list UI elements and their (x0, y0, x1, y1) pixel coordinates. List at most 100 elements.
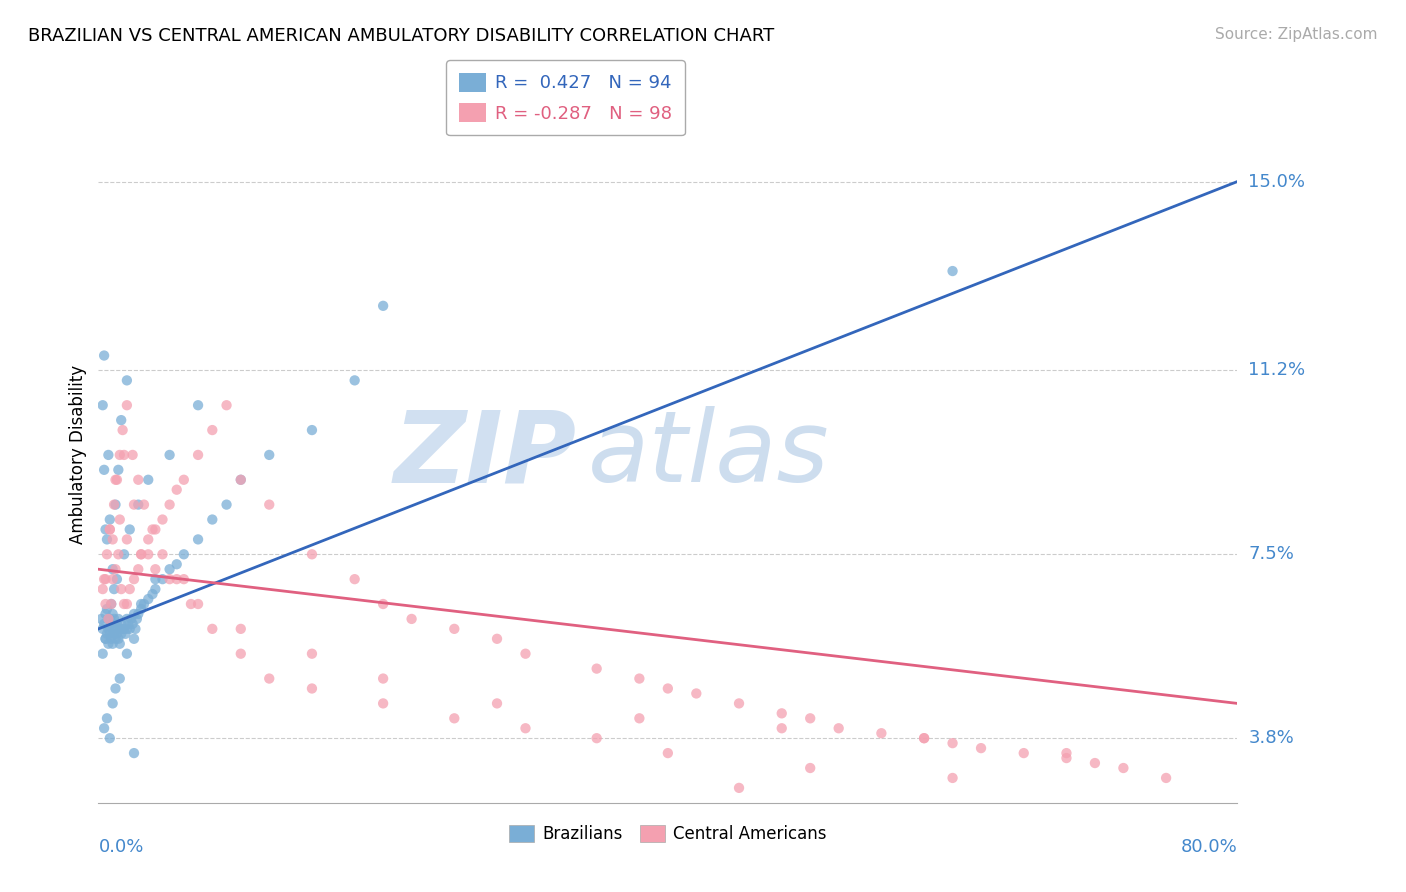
Point (229, 647, 252, 661)
Point (259, 498, 281, 512)
Point (111, 622, 134, 636)
Point (141, 523, 163, 537)
Point (486, 632, 509, 646)
Point (187, 398, 209, 412)
Point (121, 448, 143, 462)
Point (93, 463, 115, 477)
Point (110, 616, 132, 631)
Point (201, 622, 224, 636)
Point (112, 597, 135, 611)
Point (515, 721, 537, 735)
Point (94, 632, 117, 646)
Point (159, 562, 181, 576)
Point (93, 721, 115, 735)
Point (122, 572, 145, 586)
Point (1112, 761, 1135, 775)
Point (93, 572, 115, 586)
Point (152, 572, 174, 586)
Point (1154, 771, 1177, 785)
Point (201, 512, 224, 526)
Point (132, 498, 155, 512)
Point (229, 622, 252, 636)
Point (101, 562, 124, 576)
Point (173, 473, 195, 487)
Point (105, 473, 128, 487)
Point (118, 622, 141, 636)
Point (121, 616, 143, 631)
Point (103, 582, 125, 596)
Point (107, 632, 129, 646)
Point (114, 627, 136, 641)
Y-axis label: Ambulatory Disability: Ambulatory Disability (69, 366, 87, 544)
Point (98, 612, 121, 626)
Point (112, 547, 135, 561)
Point (187, 597, 209, 611)
Point (371, 697, 394, 711)
Point (187, 448, 209, 462)
Point (585, 662, 607, 676)
Point (141, 587, 163, 601)
Point (115, 622, 138, 636)
Point (585, 731, 607, 746)
Point (103, 627, 125, 641)
Point (942, 736, 965, 750)
Point (1012, 746, 1035, 760)
Point (105, 572, 128, 586)
Point (91, 398, 114, 412)
Point (108, 622, 131, 636)
Point (1084, 756, 1107, 770)
Text: 7.5%: 7.5% (1249, 545, 1295, 564)
Point (107, 463, 129, 477)
Point (124, 622, 146, 636)
Point (93, 616, 115, 631)
Point (120, 612, 142, 626)
Point (125, 612, 148, 626)
Point (685, 686, 707, 700)
Text: ZIP: ZIP (394, 407, 576, 503)
Point (122, 498, 145, 512)
Point (159, 572, 181, 586)
Point (129, 547, 152, 561)
Point (98, 523, 121, 537)
Point (173, 547, 195, 561)
Point (97, 612, 120, 626)
Point (371, 597, 394, 611)
Point (259, 672, 281, 686)
Point (103, 612, 125, 626)
Point (136, 592, 159, 607)
Point (108, 672, 131, 686)
Point (912, 731, 935, 746)
Point (166, 572, 188, 586)
Point (870, 726, 893, 740)
Point (129, 597, 152, 611)
Point (104, 473, 127, 487)
Point (127, 498, 149, 512)
Point (100, 597, 122, 611)
Point (628, 672, 651, 686)
Point (107, 547, 129, 561)
Point (110, 582, 132, 596)
Point (152, 512, 174, 526)
Point (115, 612, 138, 626)
Text: 80.0%: 80.0% (1181, 838, 1237, 855)
Point (104, 632, 127, 646)
Point (215, 498, 238, 512)
Point (136, 547, 159, 561)
Text: 11.2%: 11.2% (1249, 361, 1306, 379)
Point (97, 637, 120, 651)
Point (108, 448, 131, 462)
Point (127, 607, 149, 621)
Point (100, 597, 122, 611)
Point (770, 721, 793, 735)
Point (93, 349, 115, 363)
Point (132, 597, 155, 611)
Point (104, 562, 127, 576)
Point (129, 547, 152, 561)
Point (118, 523, 141, 537)
Point (97, 612, 120, 626)
Text: Source: ZipAtlas.com: Source: ZipAtlas.com (1215, 27, 1378, 42)
Point (94, 632, 117, 646)
Point (96, 627, 118, 641)
Point (1056, 751, 1078, 765)
Point (136, 533, 159, 547)
